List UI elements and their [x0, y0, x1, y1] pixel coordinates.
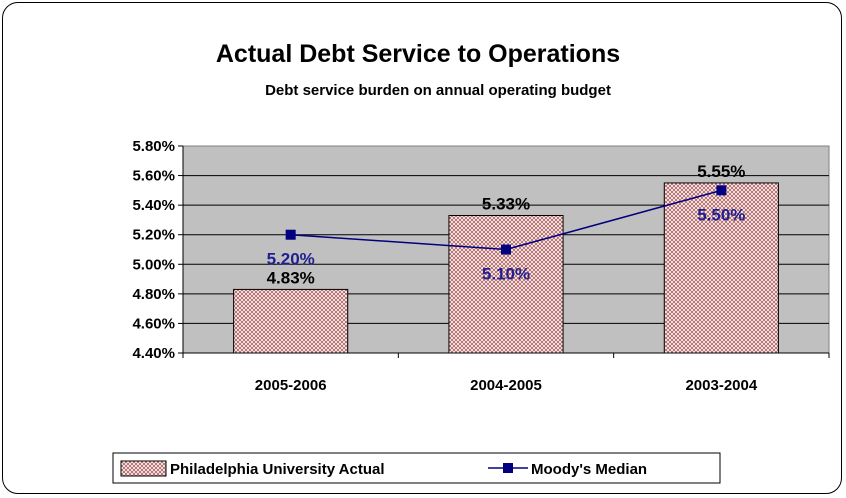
line-point: [501, 244, 511, 255]
x-axis-categories: 2005-2006 2004-2005 2003-2004: [182, 353, 830, 394]
bar: [663, 182, 779, 354]
chart-title: Actual Debt Service to Operations: [216, 40, 620, 68]
legend-swatch-marker: [503, 463, 513, 473]
x-category-label: 2005-2006: [255, 377, 327, 394]
line-data-labels: 5.20% 5.10% 5.50%: [267, 205, 746, 283]
y-tick-label: 4.40%: [132, 345, 175, 362]
legend-box: [112, 452, 721, 484]
legend-label-line: Moody's Median: [531, 461, 647, 478]
line-data-label: 5.50%: [697, 205, 745, 224]
bar-data-labels: 4.83% 5.33% 5.55%: [267, 162, 746, 287]
line-segment: [290, 233, 507, 251]
bar-data-label: 4.83%: [267, 268, 315, 287]
line-series: [285, 185, 727, 255]
chart-subtitle: Debt service burden on annual operating …: [265, 82, 611, 99]
x-category-label: 2004-2005: [470, 377, 542, 394]
bar-data-label: 5.33%: [482, 194, 530, 213]
y-tick-label: 5.40%: [132, 197, 175, 214]
y-tick-label: 4.60%: [132, 315, 175, 332]
y-tick-label: 4.80%: [132, 286, 175, 303]
y-axis-ticks: 5.80% 5.60% 5.40% 5.20% 5.00% 4.80% 4.60% 4.40%: [132, 138, 183, 362]
legend: Philadelphia University Actual Moody's M…: [112, 452, 721, 484]
line-data-label: 5.10%: [482, 265, 530, 284]
line-segment: [505, 189, 722, 251]
bar: [448, 214, 564, 354]
bar-data-label: 5.55%: [697, 162, 745, 181]
legend-label-bar: Philadelphia University Actual: [170, 461, 385, 478]
legend-swatch-bar: [120, 460, 167, 477]
bar: [233, 288, 349, 354]
y-tick-label: 5.00%: [132, 256, 175, 273]
y-tick-label: 5.80%: [132, 138, 175, 155]
line-point: [716, 185, 727, 196]
y-tick-label: 5.20%: [132, 227, 175, 244]
line-point: [285, 229, 296, 240]
x-category-label: 2003-2004: [685, 377, 757, 394]
y-tick-label: 5.60%: [132, 168, 175, 185]
line-data-label: 5.20%: [267, 250, 315, 269]
